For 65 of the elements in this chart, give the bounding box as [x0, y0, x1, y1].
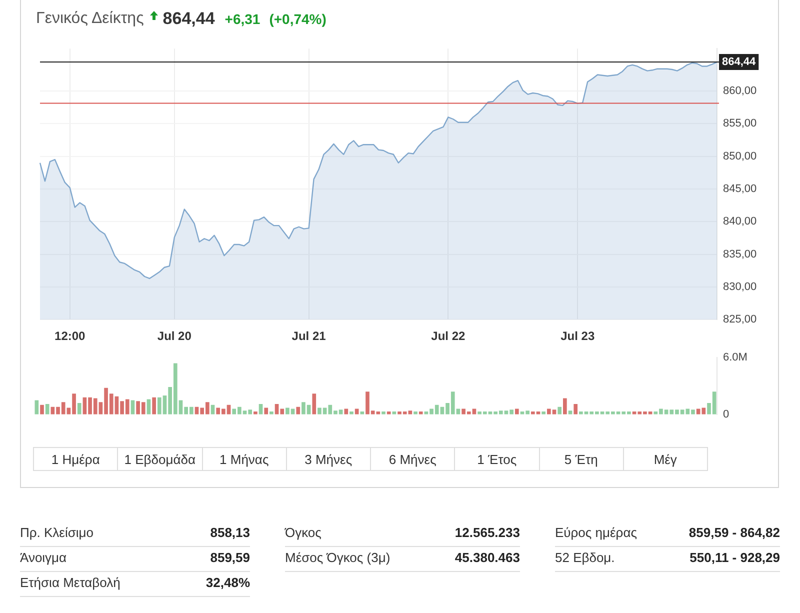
- chart-title: Γενικός Δείκτης: [36, 10, 144, 28]
- bar: [386, 412, 391, 414]
- x-tick-label: Jul 20: [157, 329, 192, 344]
- text: Πρ. Κλείσιμο: [20, 525, 94, 540]
- bar: [344, 408, 348, 414]
- text: 32,48%: [206, 574, 250, 592]
- text: 1 Έτος: [454, 447, 540, 471]
- bar: [574, 404, 578, 414]
- text: Μέσος Όγκος (3μ): [285, 550, 390, 565]
- bar: [152, 397, 156, 414]
- text: (+0,74%): [269, 11, 326, 27]
- text: +6,31: [224, 11, 260, 27]
- text: 45.380.463: [454, 549, 520, 567]
- y-tick-label: 850,00: [723, 150, 757, 162]
- bar: [563, 398, 567, 414]
- ref-line-label: 864,44: [722, 56, 757, 68]
- bar: [45, 404, 50, 414]
- y-tick-label: 0: [723, 408, 730, 420]
- bar: [514, 408, 519, 414]
- text: 3 Μήνες: [286, 447, 371, 471]
- text: 52 Εβδομ.: [555, 550, 615, 565]
- bar: [558, 406, 562, 414]
- text: Ετήσια Μεταβολή: [20, 575, 120, 590]
- x-tick-label: Jul 23: [560, 329, 595, 344]
- text: 859,59 - 864,82: [688, 524, 780, 542]
- bar: [270, 412, 274, 414]
- text: 858,13: [210, 524, 250, 542]
- text: Μέγ: [622, 447, 708, 471]
- bar: [254, 412, 258, 414]
- text: 6 Μήνες: [370, 447, 456, 471]
- text: 12.565.233: [454, 524, 520, 542]
- bar: [418, 412, 423, 414]
- text: 5 Έτη: [538, 447, 624, 471]
- y-tick-label: 845,00: [723, 183, 757, 196]
- text: Άνοιγμα: [20, 550, 67, 565]
- bar: [77, 403, 82, 414]
- bar: [130, 400, 135, 414]
- bar: [40, 404, 44, 414]
- text: 550,11 - 928,29: [690, 549, 780, 567]
- bar: [296, 406, 300, 414]
- y-tick-label: 855,00: [723, 118, 757, 130]
- y-tick-label: 860,00: [723, 85, 757, 98]
- bar: [312, 394, 316, 414]
- text: 859,59: [210, 549, 250, 567]
- x-tick-label: 12:00: [54, 329, 86, 344]
- y-tick-label: 825,00: [723, 314, 757, 326]
- x-tick-label: Jul 22: [431, 329, 466, 344]
- text: Εύρος ημέρας: [555, 525, 637, 540]
- text: 1 Εβδομάδα: [117, 447, 202, 471]
- text: 1 Μήνας: [202, 447, 287, 471]
- bar: [350, 412, 354, 414]
- text: 1 Ημέρα: [33, 447, 118, 471]
- x-tick-label: Jul 21: [292, 329, 326, 344]
- y-tick-label: 835,00: [723, 248, 757, 260]
- text: 864,44: [162, 9, 215, 29]
- bar: [382, 412, 386, 414]
- text: Όγκος: [285, 525, 322, 540]
- bar: [414, 412, 418, 414]
- bar: [34, 400, 39, 414]
- y-tick-label: 6.0M: [723, 352, 748, 364]
- y-tick-label: 840,00: [723, 216, 757, 228]
- bar: [360, 412, 364, 414]
- y-tick-label: 830,00: [723, 280, 757, 293]
- bar: [264, 408, 268, 414]
- bar: [542, 412, 546, 414]
